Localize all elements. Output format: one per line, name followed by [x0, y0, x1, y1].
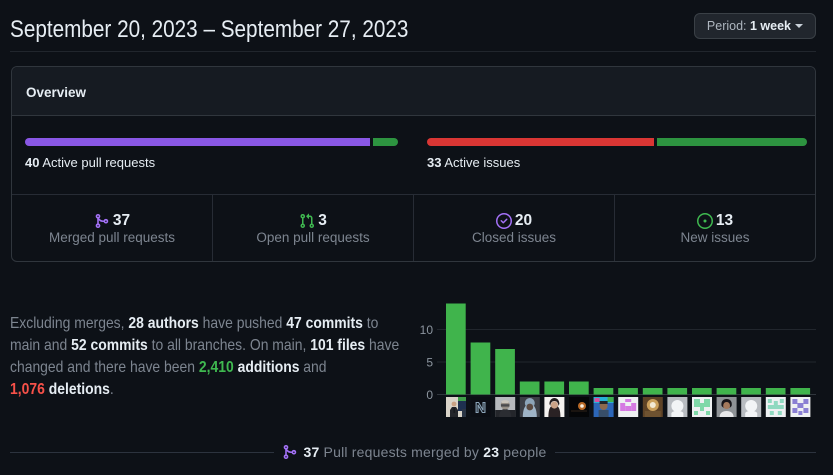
- svg-text:0: 0: [426, 388, 433, 402]
- svg-text:N: N: [475, 400, 486, 417]
- svg-text:5: 5: [426, 356, 433, 370]
- svg-text:10: 10: [420, 323, 433, 337]
